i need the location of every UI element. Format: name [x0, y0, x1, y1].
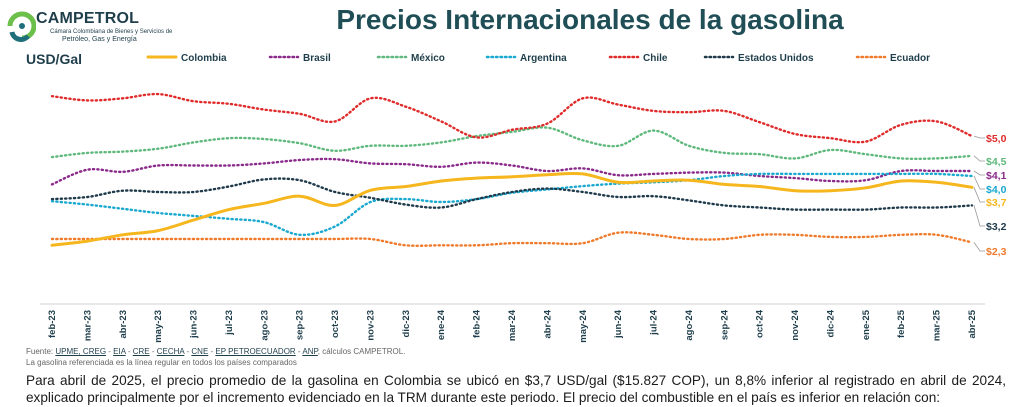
x-tick-label: dic-24 [825, 309, 836, 337]
logo-tagline-2: Petróleo, Gas y Energía [62, 36, 137, 43]
x-tick-label: mar-24 [507, 309, 518, 341]
end-label-leader [973, 205, 985, 227]
summary-paragraph: Para abril de 2025, el precio promedio d… [26, 373, 1006, 405]
source-suffix: , cálculos CAMPETROL. [317, 347, 406, 356]
legend-item: Brasil [268, 53, 331, 64]
legend-label: Ecuador [890, 53, 930, 64]
source-line: Fuente: UPME, CREG - EIA - CRE - CECHA -… [26, 346, 405, 357]
end-label-leader [973, 187, 985, 203]
end-label-leader [973, 242, 985, 252]
campetrol-emblem-icon [7, 11, 36, 42]
x-tick-label: may-24 [578, 309, 589, 342]
end-label-leader [973, 135, 985, 139]
legend-item: México [376, 53, 445, 64]
x-tick-label: jul-23 [224, 310, 235, 336]
x-tick-label: feb-25 [896, 309, 907, 338]
legend-label: Argentina [520, 53, 567, 64]
gasoline-price-chart: Colombia Brasil México Argentina Chile Estado… [40, 53, 1007, 343]
series-line-estados-unidos [50, 177, 974, 211]
logo-tagline-1: Cámara Colombiana de Bienes y Servicios … [50, 29, 173, 35]
x-tick-label: abr-25 [967, 309, 978, 338]
series-line-colombia [50, 171, 974, 247]
series-line-argentina [50, 172, 974, 237]
x-tick-label: nov-24 [790, 309, 801, 340]
legend-item: Ecuador [855, 53, 930, 64]
source-link[interactable]: CRE [132, 347, 150, 356]
x-tick-label: sep-24 [719, 309, 730, 340]
x-tick-label: may-23 [153, 310, 164, 343]
source-list: UPME, CREG - EIA - CRE - CECHA - CNE - E… [55, 347, 318, 356]
end-value-label: $2,3 [986, 246, 1007, 258]
x-tick-label: ago-24 [684, 309, 695, 340]
end-value-label: $4,5 [986, 156, 1007, 168]
source-link[interactable]: CECHA [156, 347, 185, 356]
legend-item: Colombia [146, 53, 227, 64]
y-axis-unit: USD/Gal [26, 51, 83, 67]
end-value-label: $3,2 [986, 221, 1007, 233]
logo-name: CAMPETROL [36, 10, 140, 27]
source-notes: Fuente: UPME, CREG - EIA - CRE - CECHA -… [26, 346, 405, 368]
x-tick-label: feb-24 [472, 309, 483, 338]
x-tick-label: sep-23 [295, 310, 306, 340]
campetrol-logo: CAMPETROL Cámara Colombiana de Bienes y … [6, 6, 172, 50]
end-value-label: $5,0 [986, 133, 1007, 145]
legend-item: Argentina [485, 53, 567, 64]
series-line-ecuador [50, 231, 974, 247]
end-label-leader [973, 170, 985, 176]
source-link[interactable]: CNE [191, 347, 209, 356]
legend-label: México [411, 53, 445, 64]
x-tick-label: ene-25 [861, 309, 872, 340]
x-tick-label: abr-23 [118, 310, 129, 339]
source-link[interactable]: EIA [113, 347, 126, 356]
series-line-chile [50, 92, 974, 144]
legend-label: Brasil [303, 53, 331, 64]
source-link[interactable]: UPME, CREG [55, 347, 107, 356]
x-tick-label: jul-24 [649, 309, 660, 336]
page-title: Precios Internacionales de la gasolina [336, 4, 844, 35]
x-tick-label: mar-23 [82, 310, 93, 341]
legend-label: Chile [643, 53, 668, 64]
x-tick-label: feb-23 [47, 310, 58, 338]
x-tick-label: abr-24 [542, 309, 553, 338]
x-tick-label: jun-24 [613, 309, 624, 339]
end-value-label: $4,1 [986, 170, 1007, 182]
end-label-leader [973, 155, 985, 162]
source-link[interactable]: EP PETROECUADOR [215, 347, 296, 356]
legend-label: Colombia [181, 53, 227, 64]
legend-item: Estados Unidos [703, 53, 814, 64]
x-tick-label: oct-24 [755, 309, 766, 338]
series-line-méxico [50, 126, 974, 161]
x-tick-label: ene-24 [436, 309, 447, 340]
end-label-leader [973, 175, 985, 190]
source-label: Fuente: [26, 347, 54, 356]
x-tick-label: oct-23 [330, 310, 341, 338]
end-value-label: $4,0 [986, 184, 1007, 196]
x-tick-label: mar-25 [932, 309, 943, 341]
source-link[interactable]: ANP [302, 347, 318, 356]
series-line-brasil [50, 157, 974, 186]
legend-label: Estados Unidos [738, 53, 814, 64]
x-tick-label: ago-23 [259, 310, 270, 341]
legend-item: Chile [608, 53, 668, 64]
x-tick-label: jun-23 [189, 310, 200, 339]
x-tick-label: nov-23 [365, 310, 376, 341]
end-value-label: $3,7 [986, 197, 1007, 209]
x-tick-label: dic-23 [401, 310, 412, 337]
gasoline-note: La gasolina referenciada es la línea reg… [26, 358, 297, 367]
